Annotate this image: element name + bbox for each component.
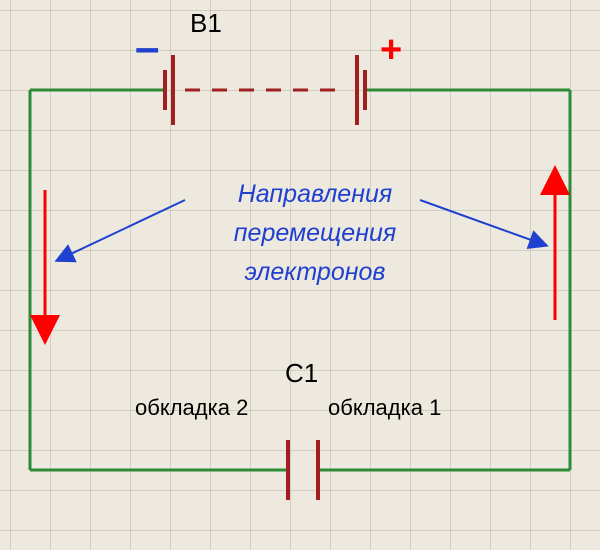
plate-2-label: обкладка 2 — [135, 395, 248, 421]
direction-line-1: Направления — [238, 180, 392, 208]
grid-background: – + B1 C1 обкладка 2 обкладка 1 Направле… — [0, 0, 600, 550]
electron-direction-annotation: Направления перемещения электронов — [165, 175, 465, 291]
capacitor-c1 — [288, 440, 318, 500]
direction-line-2: перемещения — [234, 219, 396, 247]
plus-sign: + — [380, 29, 402, 71]
battery-ref-label: B1 — [190, 8, 222, 39]
minus-sign: – — [135, 23, 159, 72]
battery-b1 — [165, 55, 365, 125]
capacitor-ref-label: C1 — [285, 358, 318, 389]
plate-1-label: обкладка 1 — [328, 395, 441, 421]
direction-line-3: электронов — [245, 258, 386, 286]
